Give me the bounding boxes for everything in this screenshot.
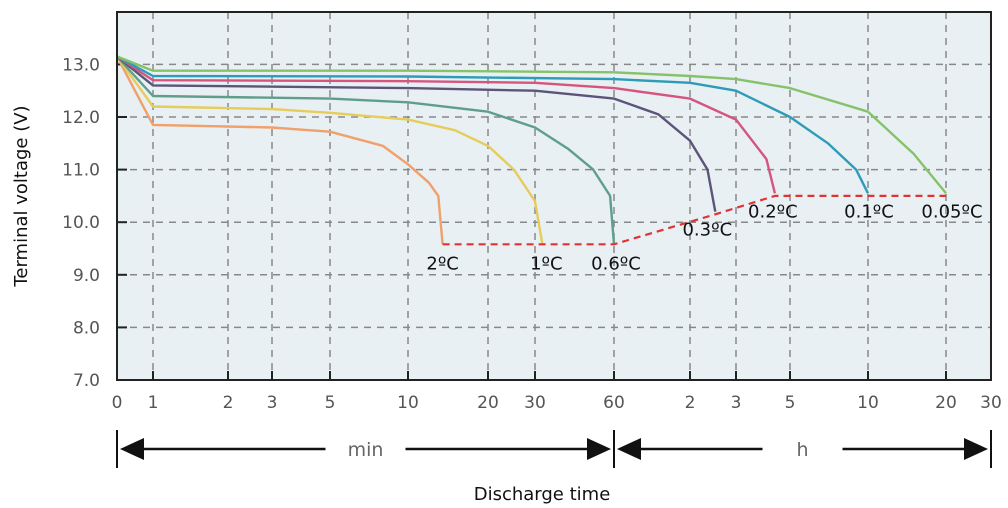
cutoff-voltage-line [442,194,946,246]
x-axis-ticks: 0 1 2 3 5 10 20 30 60 2 3 5 10 20 30 [112,371,1002,413]
x-tick-label: 2 [223,393,234,413]
series-label: 0.6ºC [591,253,641,274]
series-label: 1ºC [530,253,563,274]
minutes-range-label: min [348,439,384,461]
series-line [116,55,616,245]
x-tick-label: 5 [785,393,796,413]
x-tick-label: 10 [397,393,419,413]
x-tick-label: 3 [731,393,742,413]
y-tick-label: 8.0 [73,318,100,338]
series-line [116,55,544,245]
series-label: 0.05ºC [921,201,982,222]
y-tick-label: 13.0 [62,55,100,75]
x-tick-label: 1 [148,393,159,413]
minutes-range-arrow-head-right [587,438,611,460]
time-range-arrows: min h [116,430,992,468]
x-tick-label: 60 [603,393,625,413]
x-tick-label: 30 [980,393,1002,413]
series-label: 0.2ºC [748,201,798,222]
series-group [115,55,947,246]
hours-range-arrow-head-right [964,438,988,460]
x-tick-label: 5 [325,393,336,413]
minutes-range-arrow-head-left [120,438,144,460]
x-tick-label: 30 [524,393,546,413]
series-labels: 2ºC 1ºC 0.6ºC 0.3ºC 0.2ºC 0.1ºC 0.05ºC [426,201,982,274]
x-axis-title: Discharge time [474,484,611,505]
x-tick-label: 0 [112,393,123,413]
series-line [116,55,717,212]
series-line [116,55,947,195]
y-axis-ticks: 13.0 12.0 11.0 10.0 9.0 8.0 7.0 [62,55,127,391]
plot-frame [116,11,992,381]
hours-range-arrow-head-left [617,438,641,460]
series-label: 0.3ºC [682,220,732,241]
x-tick-label: 20 [477,393,499,413]
y-tick-label: 9.0 [73,266,100,286]
y-tick-label: 7.0 [73,371,100,391]
y-tick-label: 10.0 [62,213,100,233]
x-tick-label: 3 [267,393,278,413]
series-line [116,55,870,194]
x-tick-label: 20 [935,393,957,413]
series-line [115,55,444,245]
series-label: 0.1ºC [844,201,894,222]
y-tick-label: 11.0 [62,161,100,181]
series-line [116,55,777,194]
series-label: 2ºC [426,253,459,274]
x-tick-label: 10 [857,393,879,413]
y-axis-title: Terminal voltage (V) [11,105,32,287]
y-tick-label: 12.0 [62,108,100,128]
x-tick-label: 2 [685,393,696,413]
hours-range-label: h [796,439,808,461]
